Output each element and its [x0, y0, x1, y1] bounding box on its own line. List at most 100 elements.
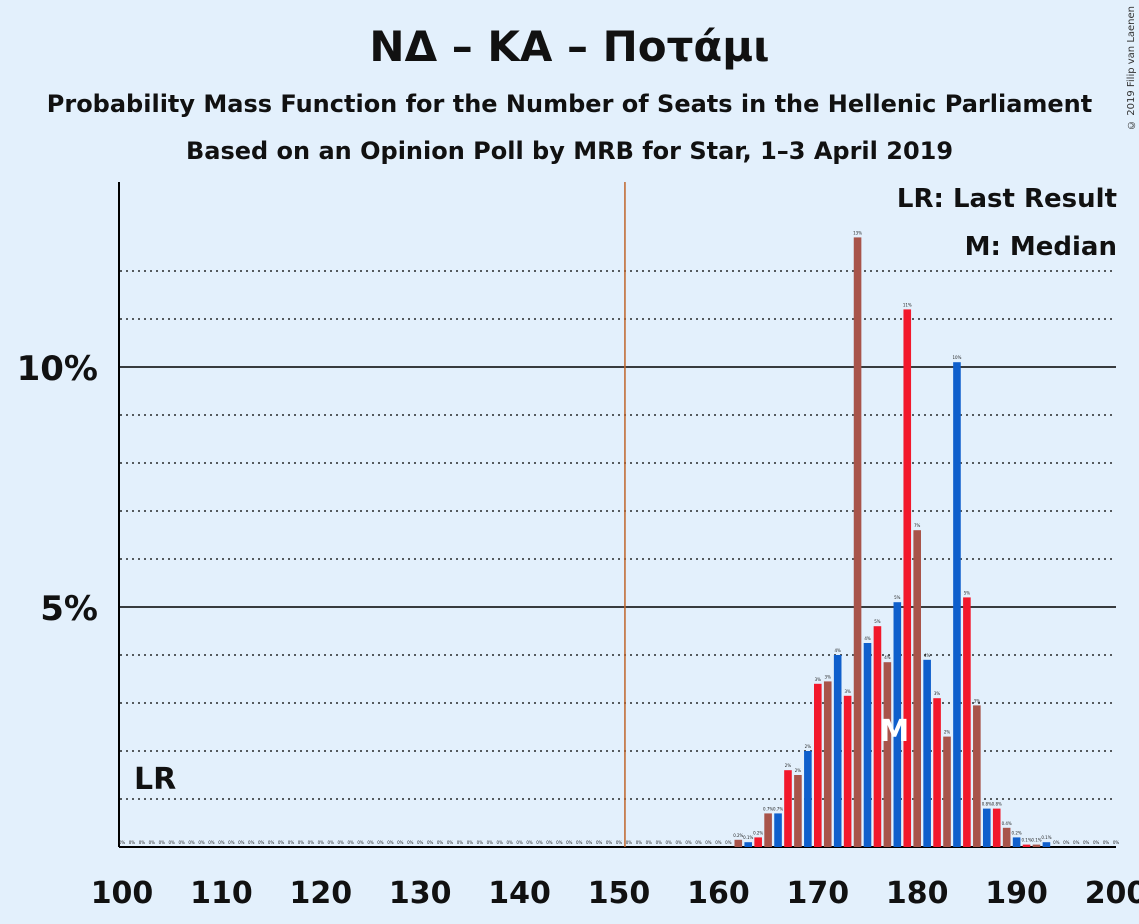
bar-label-164: 0.2%	[753, 830, 763, 835]
bar-label-151: 0%	[626, 840, 633, 845]
x-tick-label: 130	[389, 876, 452, 911]
x-tick-label: 100	[91, 876, 154, 911]
bar-label-184: 10%	[953, 355, 962, 360]
bar-label-181: 4%	[924, 653, 931, 658]
x-tick-label: 120	[289, 876, 352, 911]
bar-label-142: 0%	[536, 840, 543, 845]
bar-label-197: 0%	[1083, 840, 1090, 845]
bar-label-141: 0%	[526, 840, 533, 845]
bar-label-113: 0%	[248, 840, 255, 845]
bar-label-173: 3%	[844, 689, 851, 694]
bar-label-157: 0%	[685, 840, 692, 845]
bar-label-158: 0%	[695, 840, 702, 845]
bar-label-109: 0%	[208, 840, 215, 845]
bar-seat-177	[883, 662, 892, 847]
y-tick-label: 10%	[17, 349, 98, 389]
bar-label-150: 0%	[616, 840, 623, 845]
bar-label-125: 0%	[367, 840, 374, 845]
median-marker: M	[879, 714, 909, 749]
bar-seat-193	[1042, 842, 1051, 847]
bar-label-140: 0%	[516, 840, 523, 845]
bar-seat-189	[1002, 827, 1011, 847]
bar-label-156: 0%	[675, 840, 682, 845]
bar-label-165: 0.7%	[763, 806, 773, 811]
bar-label-162: 0.2%	[733, 833, 743, 838]
bar-label-138: 0%	[497, 840, 504, 845]
bar-label-198: 0%	[1093, 840, 1100, 845]
bar-label-122: 0%	[338, 840, 345, 845]
chart-subtitle-source: Based on an Opinion Poll by MRB for Star…	[185, 137, 954, 165]
bar-label-119: 0%	[308, 840, 315, 845]
bar-label-134: 0%	[457, 840, 464, 845]
bar-label-133: 0%	[447, 840, 454, 845]
bar-label-143: 0%	[546, 840, 553, 845]
bar-label-169: 2%	[805, 744, 812, 749]
bar-label-187: 0.8%	[982, 802, 992, 807]
bar-label-199: 0%	[1103, 840, 1110, 845]
bar-label-110: 0%	[218, 840, 225, 845]
bar-seat-192	[1032, 844, 1041, 847]
bar-label-126: 0%	[377, 840, 384, 845]
bar-seat-174	[853, 237, 862, 847]
bar-label-183: 2%	[944, 730, 951, 735]
bar-label-191: 0.1%	[1021, 838, 1031, 843]
chart-title: ΝΔ – ΚΑ – Ποτάμι	[369, 22, 770, 71]
bar-label-145: 0%	[566, 840, 573, 845]
bar-seat-178	[893, 602, 902, 847]
bar-label-136: 0%	[477, 840, 484, 845]
bar-label-186: 3%	[974, 698, 981, 703]
bar-label-147: 0%	[586, 840, 593, 845]
bar-seat-175	[863, 643, 872, 847]
bar-label-159: 0%	[705, 840, 712, 845]
bar-label-118: 0%	[298, 840, 305, 845]
bar-seat-163	[744, 842, 753, 847]
bar-label-103: 0%	[149, 840, 156, 845]
bar-label-174: 13%	[853, 230, 862, 235]
bar-label-172: 4%	[835, 648, 842, 653]
bar-label-123: 0%	[347, 840, 354, 845]
bar-label-139: 0%	[506, 840, 513, 845]
bar-label-135: 0%	[467, 840, 474, 845]
bar-label-148: 0%	[596, 840, 603, 845]
bar-label-188: 0.8%	[992, 802, 1002, 807]
bar-label-192: 0.1%	[1031, 838, 1041, 843]
bar-label-200: 0%	[1113, 840, 1120, 845]
bar-label-105: 0%	[169, 840, 176, 845]
bar-seat-188	[992, 808, 1001, 847]
bar-label-111: 0%	[228, 840, 235, 845]
bar-label-196: 0%	[1073, 840, 1080, 845]
bar-label-185: 5%	[964, 590, 971, 595]
bar-label-130: 0%	[417, 840, 424, 845]
bar-label-146: 0%	[576, 840, 583, 845]
bar-seat-168	[794, 775, 802, 847]
bar-label-131: 0%	[427, 840, 434, 845]
bar-seat-180	[913, 530, 921, 847]
x-tick-label: 110	[190, 876, 253, 911]
bar-label-124: 0%	[357, 840, 364, 845]
bar-label-177: 4%	[884, 655, 891, 660]
bar-seat-186	[973, 705, 981, 847]
bar-label-189: 0.4%	[1002, 821, 1012, 826]
x-tick-label: 180	[886, 876, 949, 911]
bar-label-166: 0.7%	[773, 806, 783, 811]
bar-label-163: 0.1%	[743, 835, 753, 840]
bar-seat-167	[784, 770, 792, 847]
bar-label-170: 3%	[815, 677, 822, 682]
bar-seat-184	[953, 362, 961, 847]
bar-label-114: 0%	[258, 840, 265, 845]
bar-seat-166	[774, 813, 782, 847]
bar-seat-183	[943, 736, 951, 847]
bar-label-112: 0%	[238, 840, 245, 845]
x-tick-label: 160	[687, 876, 750, 911]
bar-label-194: 0%	[1053, 840, 1060, 845]
bar-seat-169	[804, 751, 812, 847]
x-tick-label: 190	[985, 876, 1048, 911]
bar-label-132: 0%	[437, 840, 444, 845]
y-tick-label: 5%	[40, 589, 98, 629]
legend-median: M: Median	[964, 232, 1117, 262]
bar-label-152: 0%	[636, 840, 643, 845]
bar-label-106: 0%	[178, 840, 185, 845]
bar-label-102: 0%	[139, 840, 146, 845]
bar-label-120: 0%	[318, 840, 325, 845]
